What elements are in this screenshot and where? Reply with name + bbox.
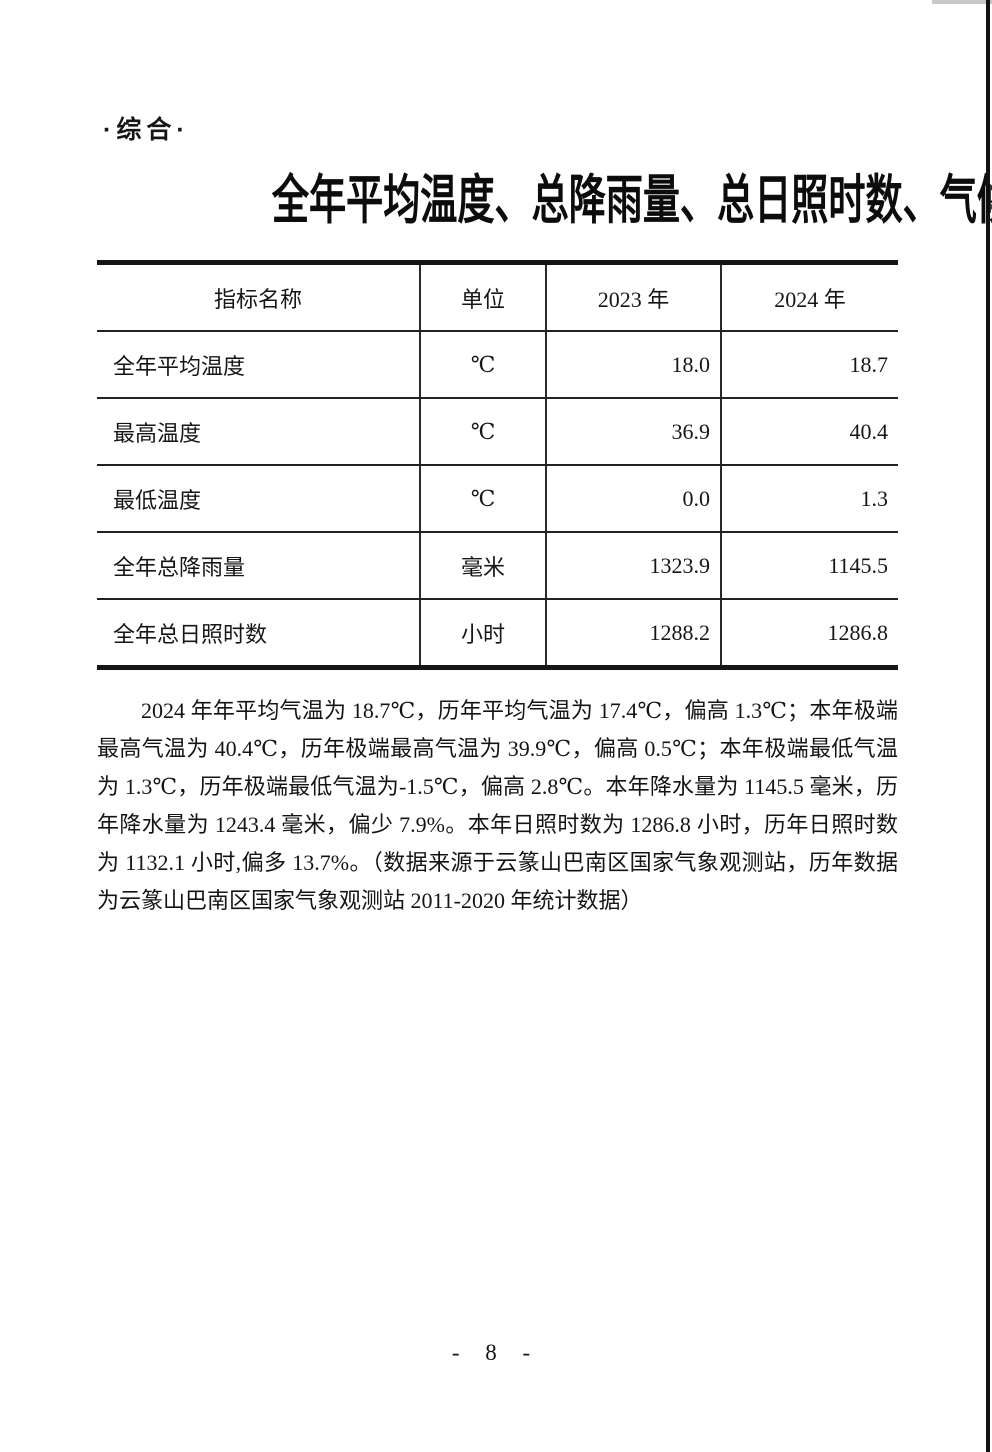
header-indicator-name: 指标名称 (97, 262, 420, 332)
section-label: ·综合· (103, 116, 190, 144)
row-value-2023: 36.9 (545, 398, 721, 466)
page-number: - 8 - (451, 1340, 541, 1365)
row-value-2023: 0.0 (545, 465, 721, 533)
row-unit: ℃ (419, 331, 546, 399)
row-unit: 毫米 (419, 532, 546, 600)
scan-edge-shadow (986, 0, 990, 1452)
row-value-2024: 1286.8 (720, 599, 898, 668)
climate-indicators-table: 指标名称 单位 2023 年 2024 年 全年平均温度 ℃ 18.0 18.7… (97, 260, 898, 670)
row-value-2024: 18.7 (720, 331, 898, 399)
table-row: 全年总降雨量 毫米 1323.9 1145.5 (97, 532, 898, 600)
table-row: 最低温度 ℃ 0.0 1.3 (97, 465, 898, 533)
row-value-2023: 18.0 (545, 331, 721, 399)
summary-paragraph: 2024 年年平均气温为 18.7℃，历年平均气温为 17.4℃，偏高 1.3℃… (97, 698, 898, 913)
row-name: 最低温度 (97, 465, 420, 533)
row-value-2024: 40.4 (720, 398, 898, 466)
row-unit: ℃ (419, 398, 546, 466)
page-title: 全年平均温度、总降雨量、总日照时数、气候特点 (271, 172, 992, 230)
table-header: 指标名称 单位 2023 年 2024 年 (97, 262, 898, 332)
row-value-2023: 1323.9 (545, 532, 721, 600)
row-unit: 小时 (419, 599, 546, 668)
row-value-2024: 1145.5 (720, 532, 898, 600)
row-unit: ℃ (419, 465, 546, 533)
table-body: 全年平均温度 ℃ 18.0 18.7 最高温度 ℃ 36.9 40.4 最低温度… (97, 331, 898, 668)
row-name: 全年总日照时数 (113, 621, 268, 647)
row-name: 最高温度 (97, 398, 420, 466)
row-value-2023: 1288.2 (545, 599, 721, 668)
table-row: 全年平均温度 ℃ 18.0 18.7 (97, 331, 898, 399)
header-unit: 单位 (419, 262, 546, 332)
header-year-2023: 2023 年 (545, 262, 721, 332)
row-value-2024: 1.3 (720, 465, 898, 533)
table-header-row: 指标名称 单位 2023 年 2024 年 (97, 262, 898, 332)
scan-edge-corner (932, 0, 992, 4)
table-row: 全年总日照时数 小时 1288.2 1286.8 (97, 599, 898, 668)
header-year-2024: 2024 年 (720, 262, 898, 332)
row-name: 全年平均温度 (97, 331, 420, 399)
page-title-container: 全年平均温度、总降雨量、总日照时数、气候特点 (97, 158, 992, 234)
table-row: 最高温度 ℃ 36.9 40.4 (97, 398, 898, 466)
row-name: 全年总降雨量 (97, 532, 420, 600)
